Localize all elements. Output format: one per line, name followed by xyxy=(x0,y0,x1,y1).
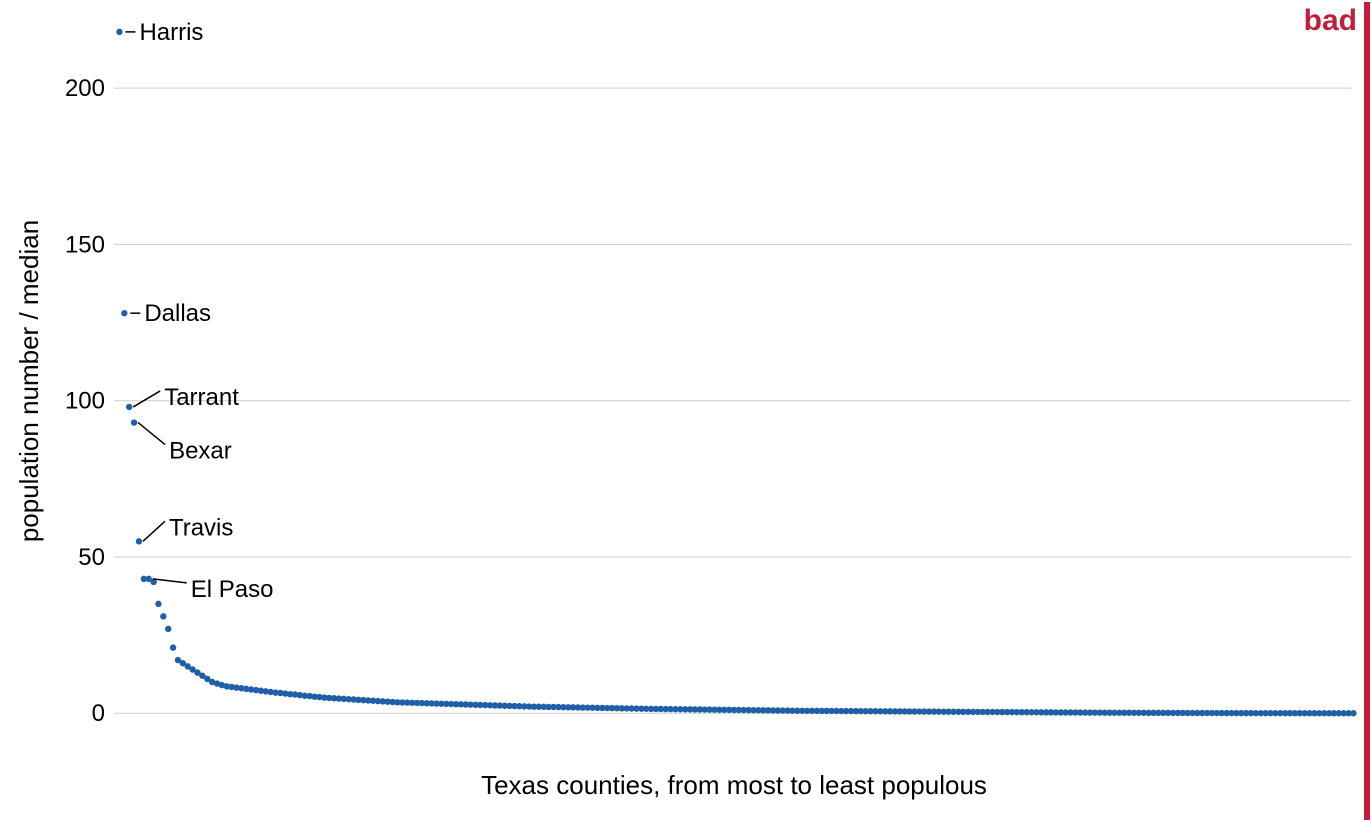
data-point xyxy=(131,419,137,425)
y-tick-label: 100 xyxy=(65,388,105,415)
chart-container: 0 50 100 150 200 population number / median Te… xyxy=(0,0,1371,822)
data-point xyxy=(126,404,132,410)
data-point xyxy=(1350,710,1356,716)
data-point xyxy=(121,310,127,316)
y-tick-label: 0 xyxy=(92,700,105,727)
data-point xyxy=(160,613,166,619)
point-label: Bexar xyxy=(169,438,232,465)
point-label: El Paso xyxy=(191,576,274,603)
y-tick-label: 150 xyxy=(65,231,105,258)
data-point xyxy=(165,626,171,632)
y-tick-label: 200 xyxy=(65,75,105,102)
data-point xyxy=(170,644,176,650)
chart-svg: 0 50 100 150 200 population number / median Te… xyxy=(0,0,1371,822)
data-point xyxy=(136,538,142,544)
x-axis-label: Texas counties, from most to least popul… xyxy=(481,770,987,800)
bad-label: bad xyxy=(1304,4,1357,37)
point-label: Tarrant xyxy=(164,384,239,411)
chart-background xyxy=(0,0,1371,822)
point-label: Harris xyxy=(139,19,203,46)
y-axis-label: population number / median xyxy=(14,220,44,542)
point-label: Dallas xyxy=(144,300,211,327)
y-tick-label: 50 xyxy=(78,544,105,571)
point-label: Travis xyxy=(169,514,233,541)
data-point xyxy=(116,29,122,35)
data-point xyxy=(155,601,161,607)
